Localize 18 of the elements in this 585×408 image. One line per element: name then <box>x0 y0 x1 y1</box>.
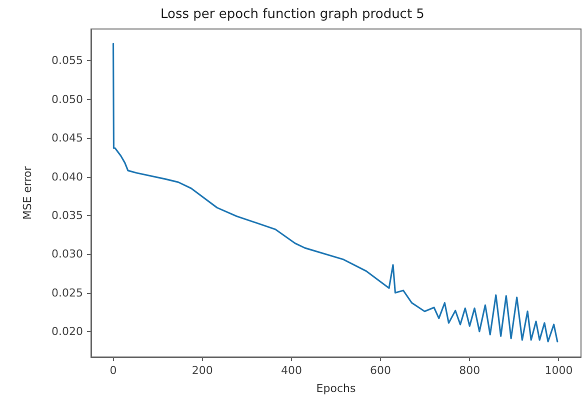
x-tick-label: 200 <box>192 364 213 377</box>
y-tick-label: 0.025 <box>52 286 83 300</box>
line-series <box>112 42 558 342</box>
y-tick-label: 0.040 <box>52 170 83 184</box>
y-tick-label: 0.055 <box>52 54 83 68</box>
x-tick-label: 800 <box>459 364 480 377</box>
x-tick-label: 400 <box>280 364 302 377</box>
x-tick-label: 1000 <box>544 364 573 377</box>
y-axis-title: MSE error <box>21 166 34 220</box>
y-tick-label: 0.035 <box>52 208 83 222</box>
chart-title: Loss per epoch function graph product 5 <box>160 7 424 22</box>
x-tick-label: 600 <box>370 364 392 377</box>
y-tick-label: 0.050 <box>52 92 83 106</box>
y-tick-label: 0.045 <box>52 132 83 145</box>
y-tick-label: 0.030 <box>52 248 83 261</box>
y-tick-label: 0.020 <box>52 324 83 338</box>
x-axis-title: Epochs <box>316 382 356 395</box>
x-tick-label: 0 <box>110 364 117 377</box>
